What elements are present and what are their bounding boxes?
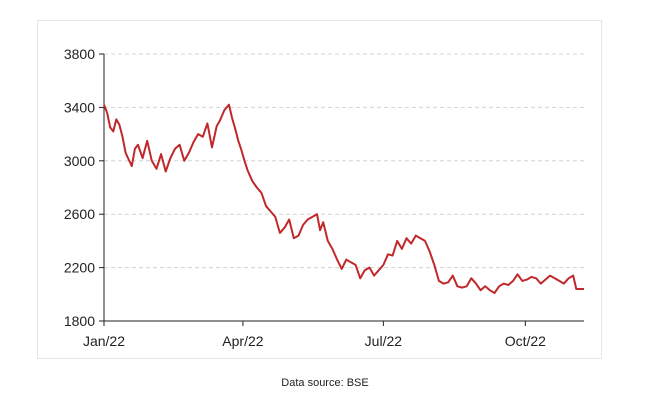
y-tick-label: 2600	[64, 206, 95, 222]
source-note: Data source: BSE	[281, 377, 369, 389]
x-tick-label: Oct/22	[505, 333, 546, 349]
y-tick-label: 2200	[64, 260, 95, 276]
y-tick-label: 3800	[64, 46, 95, 62]
x-tick-label: Jan/22	[83, 333, 125, 349]
x-tick-label: Apr/22	[222, 333, 263, 349]
y-tick-label: 1800	[64, 313, 95, 329]
chart-frame	[37, 20, 602, 359]
x-tick-label: Jul/22	[365, 333, 403, 349]
y-tick-label: 3000	[64, 153, 95, 169]
series-line	[103, 103, 584, 294]
gridlines	[104, 53, 584, 269]
x-axis-ticks: Jan/22 Apr/22 Jul/22 Oct/22	[83, 321, 546, 349]
y-axis-ticks: 1800 2200 2600 3000 3400 3800	[64, 46, 104, 329]
y-tick-label: 3400	[64, 99, 95, 115]
